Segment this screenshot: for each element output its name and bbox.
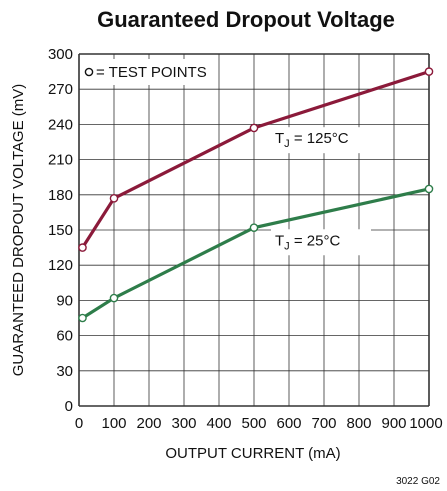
series-label-bg [271,229,371,256]
y-tick-label: 30 [56,363,73,380]
y-tick-label: 120 [48,257,73,274]
x-tick-label: 200 [136,415,161,432]
test-point [109,293,119,303]
series-labels: TJ = 125°C TJ = 25°C [271,127,371,256]
x-tick-label: 700 [311,415,336,432]
test-point [249,123,259,133]
y-axis-label: GUARANTEED DROPOUT VOLTAGE (mV) [10,84,27,377]
x-tick-label: 800 [346,415,371,432]
x-tick-label: 400 [206,415,231,432]
y-tick-label: 270 [48,81,73,98]
x-tick-label: 0 [75,415,83,432]
test-point [78,243,87,252]
test-point [424,67,434,76]
y-tick-label: 210 [48,152,73,169]
test-point [109,194,119,203]
y-tick-label: 60 [56,328,73,345]
series-label-bg [271,127,371,154]
test-point [249,223,259,232]
test-point [78,313,87,323]
series-label: TJ = 125°C [275,130,349,150]
series-group [78,67,434,252]
figure-code: 3022 G02 [396,476,440,487]
y-tick-label: 300 [48,46,73,63]
y-tick-label: 90 [56,292,73,309]
y-axis-ticks: 0 30 60 90 120 150 180 210 240 270 300 [48,46,73,415]
series-line [81,187,430,320]
test-point [424,184,434,194]
test-point-marker-icon [84,67,94,77]
x-tick-label: 100 [101,415,126,432]
series-layer [78,67,434,323]
x-tick-label: 500 [241,415,266,432]
y-tick-label: 180 [48,187,73,204]
legend-box [80,59,217,85]
legend-text: = TEST POINTS [96,64,207,81]
x-tick-label: 900 [381,415,406,432]
chart-title: Guaranteed Dropout Voltage [97,7,395,32]
series-group [78,184,434,323]
x-tick-label: 1000 [409,415,442,432]
legend: = TEST POINTS [80,59,217,85]
x-tick-label: 600 [276,415,301,432]
x-axis-ticks: 0 100 200 300 400 500 600 700 800 900 1000 [75,415,443,432]
series-line [81,70,430,249]
x-tick-label: 300 [171,415,196,432]
grid [78,53,430,407]
series-label: TJ = 25°C [275,232,340,252]
y-tick-label: 150 [48,222,73,239]
y-tick-label: 240 [48,116,73,133]
y-tick-label: 0 [65,398,73,415]
x-axis-label: OUTPUT CURRENT (mA) [165,445,340,462]
